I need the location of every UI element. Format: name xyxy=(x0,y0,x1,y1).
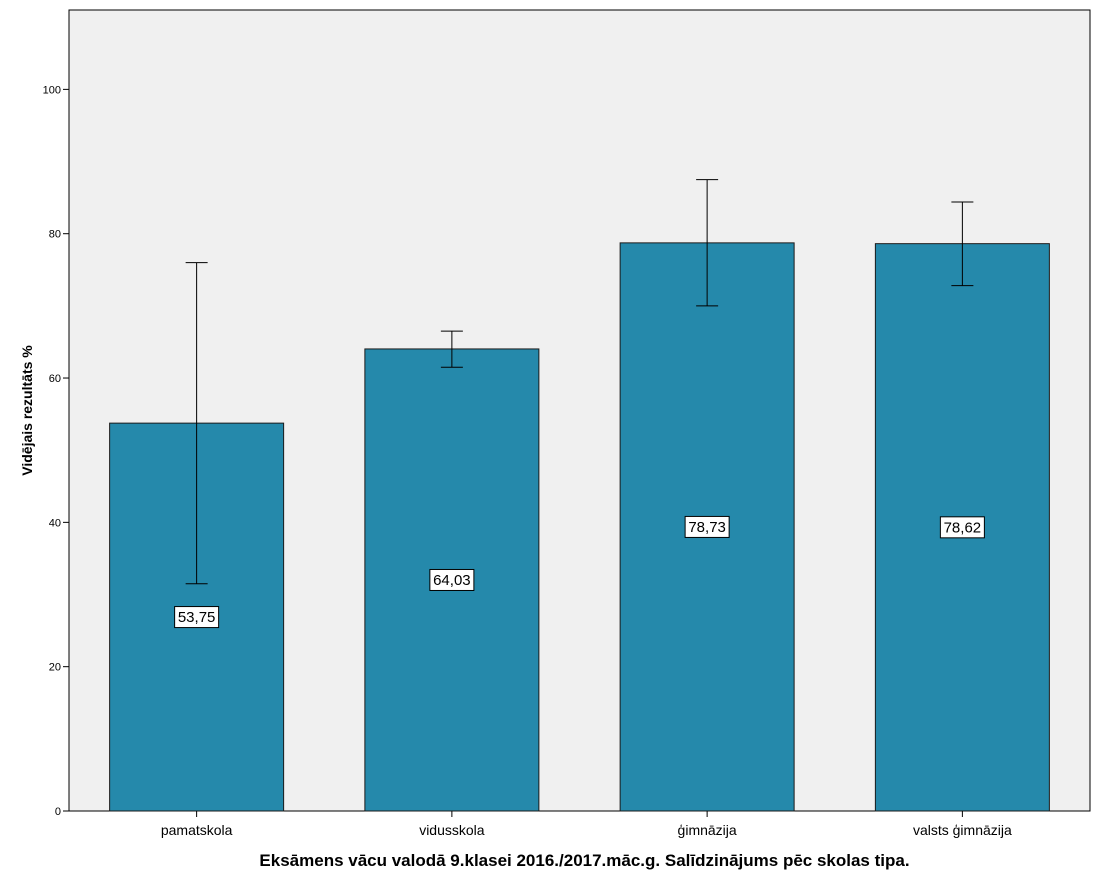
data-label-box xyxy=(429,568,475,591)
x-tick-label: valsts ģimnāzija xyxy=(913,822,1012,838)
x-tick-label: vidusskola xyxy=(419,822,485,838)
x-axis-title: Eksāmens vācu valodā 9.klasei 2016./2017… xyxy=(259,851,909,870)
y-tick-label: 80 xyxy=(49,229,61,241)
x-tick-label: ģimnāzija xyxy=(678,822,737,838)
data-label-box xyxy=(684,515,730,538)
data-label: 78,73 xyxy=(688,519,726,536)
y-tick-label: 20 xyxy=(49,662,61,674)
data-label-box xyxy=(174,606,220,629)
data-label: 64,03 xyxy=(433,572,471,589)
data-label-box xyxy=(939,516,985,539)
x-tick-label: pamatskola xyxy=(161,822,233,838)
data-label: 53,75 xyxy=(178,609,216,626)
y-tick-label: 0 xyxy=(55,806,61,818)
y-tick-label: 40 xyxy=(49,517,61,529)
data-label: 78,62 xyxy=(944,519,982,536)
y-axis-title: Vidējais rezultāts % xyxy=(19,345,35,476)
y-tick-label: 100 xyxy=(43,84,61,96)
y-tick-label: 60 xyxy=(49,373,61,385)
